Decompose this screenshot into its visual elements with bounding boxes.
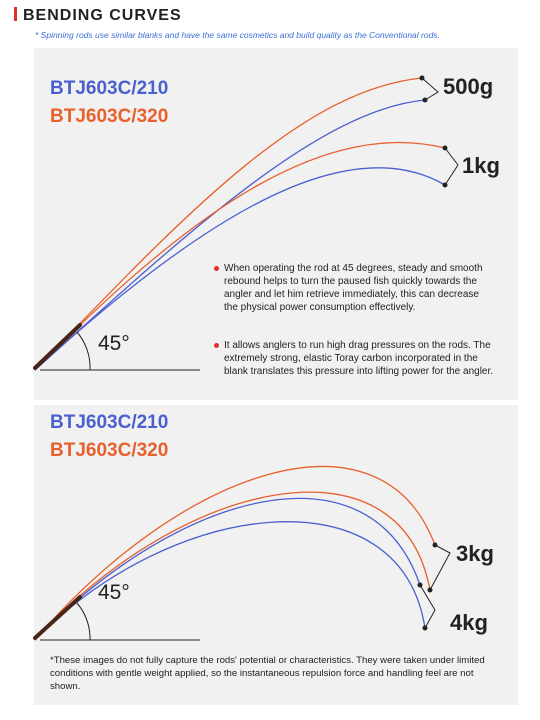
bullet: It allows anglers to run high drag press… [214,339,494,378]
dot [419,75,425,81]
curve [34,465,436,641]
curve [34,167,446,371]
note: * Spinning rods use similar blanks and h… [35,30,440,40]
leader [421,77,439,101]
leader [444,147,459,186]
curve [34,77,423,371]
load-label: 3kg [456,541,494,566]
rod-handle [33,595,82,640]
dot [427,587,433,593]
angle-arc [76,331,91,371]
load-label: 500g [443,74,494,99]
section-title: BENDING CURVES [14,7,182,25]
curve [34,521,426,641]
panel [34,48,518,400]
dot [432,542,438,548]
rod-handle [33,323,82,370]
series-label: BTJ603C/210 [50,78,169,99]
series-label: BTJ603C/320 [50,440,169,461]
curve [34,141,446,371]
angle-label: 45° [98,581,130,604]
leader [429,544,451,591]
dot [422,97,428,103]
load-label: 4kg [450,610,488,635]
curve [34,491,431,641]
footnote: *These images do not fully capture the r… [50,655,485,692]
dot [442,182,448,188]
angle-label: 45° [98,332,130,355]
dot [422,625,428,631]
curve [34,497,421,641]
dot [442,145,448,151]
dot [417,582,423,588]
series-label: BTJ603C/320 [50,106,169,127]
leader [419,584,436,629]
load-label: 1kg [462,153,500,178]
curve [34,99,426,371]
angle-arc [76,602,91,641]
panel [34,405,518,705]
bullet: When operating the rod at 45 degrees, st… [214,262,494,314]
series-label: BTJ603C/210 [50,412,169,433]
